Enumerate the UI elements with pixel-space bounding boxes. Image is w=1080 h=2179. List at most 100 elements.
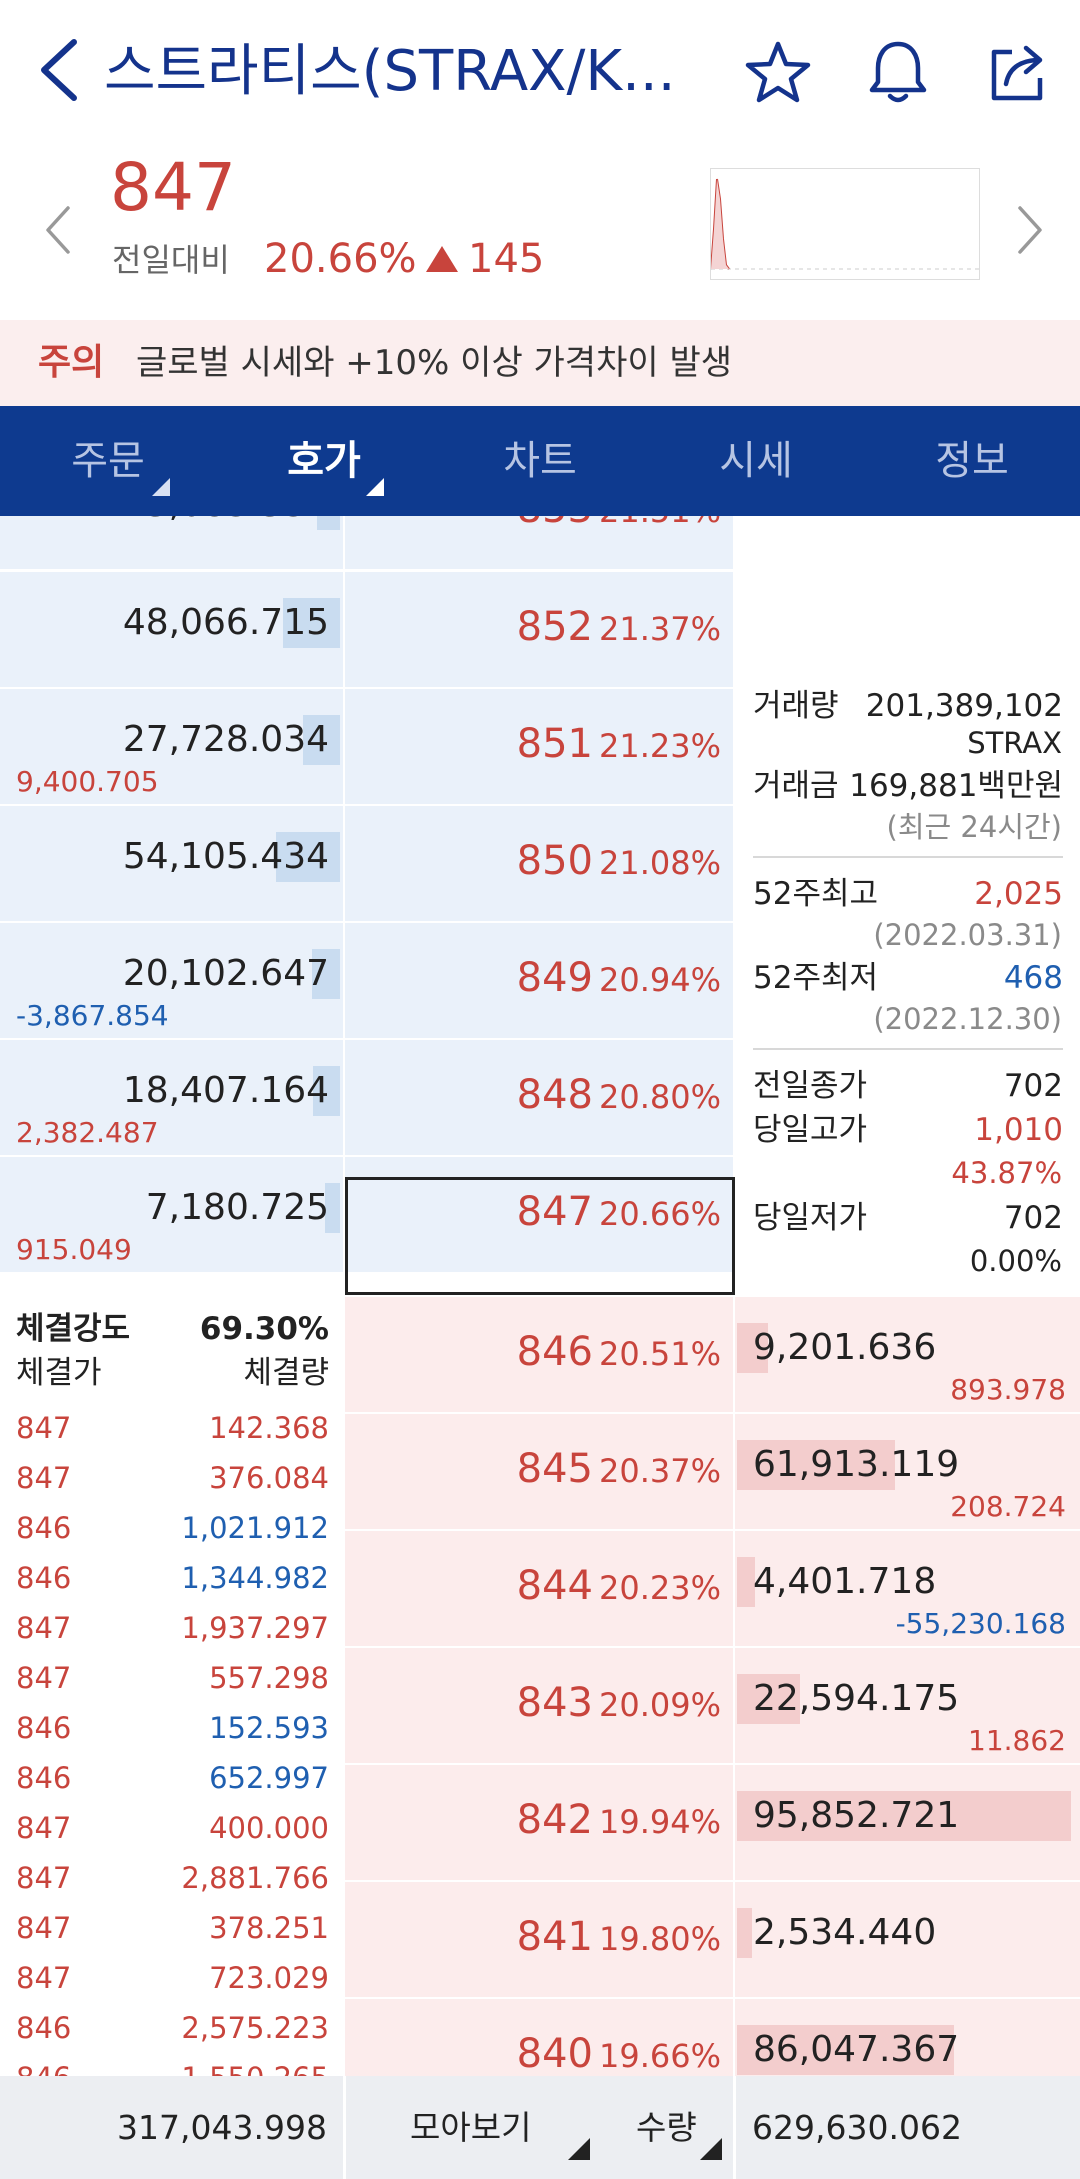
ask-row[interactable]: 18,407.164 2,382.487 848 20.80% xyxy=(0,1040,1080,1157)
day-high-value: 1,010 xyxy=(974,1112,1063,1148)
ask-qty-cell: 7,180.725 915.049 xyxy=(0,1157,343,1272)
ask-price: 853 21.51% xyxy=(517,516,721,536)
ask-qty-bar xyxy=(312,949,340,999)
ask-row[interactable]: 7,180.725 915.049 847 20.66% xyxy=(0,1157,1080,1274)
ask-price: 849 20.94% xyxy=(517,953,721,1005)
up-triangle-icon xyxy=(426,246,458,272)
bid-row[interactable]: 841 19.80% 2,534.440 xyxy=(0,1882,1080,1999)
bid-price-pct: 20.09% xyxy=(598,1686,721,1724)
bid-row[interactable]: 846 20.51% 9,201.636 893.978 xyxy=(0,1297,1080,1414)
trade-qty: 1,550.265 xyxy=(181,2059,329,2076)
tab-quotes[interactable]: 시세 xyxy=(648,406,864,516)
warning-notice: 주의 글로벌 시세와 +10% 이상 가격차이 발생 xyxy=(0,320,1080,406)
bid-price: 846 20.51% xyxy=(517,1327,721,1379)
ask-row[interactable]: 27,728.034 9,400.705 851 21.23% xyxy=(0,689,1080,806)
bid-qty-cell: 9,201.636 893.978 xyxy=(735,1297,1080,1412)
ask-qty-cell: 27,728.034 9,400.705 xyxy=(0,689,343,804)
tab-order-dropdown-icon xyxy=(152,478,170,496)
chevron-left-icon[interactable] xyxy=(40,200,76,260)
bell-icon[interactable] xyxy=(862,36,934,108)
share-icon[interactable] xyxy=(982,36,1054,108)
ask-price-pct: 21.08% xyxy=(598,844,721,882)
tab-info-label: 정보 xyxy=(935,438,1009,484)
ask-price-value: 853 xyxy=(517,516,593,532)
unit-select-button[interactable]: 수량 xyxy=(636,2108,697,2147)
bid-row[interactable]: 844 20.23% 4,401.718 -55,230.168 xyxy=(0,1531,1080,1648)
trade-row: 847 557.298 xyxy=(0,1653,343,1703)
ask-qty-cell: 15,083.532 xyxy=(0,516,343,569)
ask-price-value: 850 xyxy=(516,838,593,884)
current-price: 847 xyxy=(110,149,236,226)
bid-row[interactable]: 843 20.09% 22,594.175 11.862 xyxy=(0,1648,1080,1765)
ask-total: 317,043.998 xyxy=(117,2108,327,2147)
ask-row[interactable]: 15,083.532 853 21.51% xyxy=(0,516,1080,571)
ask-row[interactable]: 54,105.434 850 21.08% xyxy=(0,806,1080,923)
trade-qty: 376.084 xyxy=(209,1461,329,1495)
bid-qty: 61,913.119 xyxy=(753,1444,960,1485)
bid-qty-cell: 61,913.119 208.724 xyxy=(735,1414,1080,1529)
bottom-bar: 317,043.998 모아보기 수량 629,630.062 xyxy=(0,2076,1080,2179)
trade-price: 846 xyxy=(16,2059,71,2076)
star-icon[interactable] xyxy=(742,36,814,108)
bid-qty-change: -55,230.168 xyxy=(895,1607,1066,1640)
tab-order[interactable]: 주문 xyxy=(0,406,216,516)
bid-price-cell: 842 19.94% xyxy=(345,1765,733,1880)
ask-price: 848 20.80% xyxy=(517,1070,721,1122)
unit-select-dropdown-icon xyxy=(700,2138,722,2160)
ask-price: 851 21.23% xyxy=(517,719,721,771)
low52-value: 468 xyxy=(1003,960,1063,996)
tab-orderbook[interactable]: 호가 xyxy=(216,406,432,516)
ask-qty: 48,066.715 xyxy=(122,602,329,643)
tab-orderbook-label: 호가 xyxy=(287,438,361,484)
trade-price: 847 xyxy=(16,1611,72,1645)
ask-price-pct: 20.94% xyxy=(598,961,721,999)
day-high-pct: 43.87% xyxy=(951,1156,1062,1190)
bid-price-cell: 841 19.80% xyxy=(345,1882,733,1997)
ask-price-value: 849 xyxy=(516,955,593,1001)
bid-qty-cell: 4,401.718 -55,230.168 xyxy=(735,1531,1080,1646)
ask-qty-bar xyxy=(325,1183,340,1233)
notice-text: 글로벌 시세와 +10% 이상 가격차이 발생 xyxy=(136,343,733,383)
volume-value: 201,389,102 xyxy=(865,688,1063,724)
group-view-button[interactable]: 모아보기 xyxy=(410,2108,532,2147)
ask-qty: 15,083.532 xyxy=(123,516,329,528)
bid-price-pct: 19.66% xyxy=(598,2037,721,2075)
tab-chart[interactable]: 차트 xyxy=(432,406,648,516)
ask-price-cell: 851 21.23% xyxy=(345,689,733,804)
bid-qty: 22,594.175 xyxy=(753,1678,960,1719)
trade-qty-header: 체결량 xyxy=(243,1355,329,1391)
divider xyxy=(753,856,1063,858)
back-arrow-icon[interactable] xyxy=(30,34,86,106)
trade-qty: 400.000 xyxy=(209,1811,329,1845)
app-header: 스트라티스(STRAX/K... xyxy=(0,0,1080,148)
bid-qty-bar xyxy=(737,1323,768,1373)
trade-price: 846 xyxy=(16,1561,72,1595)
bid-row[interactable]: 840 19.66% 86,047.367 xyxy=(0,1999,1080,2076)
high52-label: 52주최고 xyxy=(753,876,879,912)
trade-row: 846 152.593 xyxy=(0,1703,343,1753)
bid-row[interactable]: 842 19.94% 95,852.721 xyxy=(0,1765,1080,1882)
chevron-right-icon[interactable] xyxy=(1012,200,1048,260)
mini-price-chart[interactable] xyxy=(710,168,981,280)
bid-price: 840 19.66% xyxy=(517,2029,721,2076)
ask-price-pct: 21.23% xyxy=(598,727,721,765)
trade-qty: 152.593 xyxy=(209,1711,329,1745)
ask-row[interactable]: 48,066.715 852 21.37% xyxy=(0,572,1080,689)
bid-price-pct: 19.80% xyxy=(598,1920,721,1958)
ask-qty-cell: 18,407.164 2,382.487 xyxy=(0,1040,343,1155)
bid-qty-cell: 86,047.367 xyxy=(735,1999,1080,2076)
ask-row[interactable]: 20,102.647 -3,867.854 849 20.94% xyxy=(0,923,1080,1040)
ask-qty-bar xyxy=(317,516,340,530)
ask-price-value: 851 xyxy=(516,721,593,767)
trade-row: 847 378.251 xyxy=(0,1903,343,1953)
prev-close-label: 전일종가 xyxy=(753,1068,868,1104)
trade-price: 847 xyxy=(16,1911,72,1945)
tab-info[interactable]: 정보 xyxy=(864,406,1080,516)
day-high-label: 당일고가 xyxy=(753,1112,868,1148)
bid-price-cell: 843 20.09% xyxy=(345,1648,733,1763)
ask-price: 852 21.37% xyxy=(517,602,721,654)
bid-qty: 95,852.721 xyxy=(753,1795,960,1836)
bid-price-value: 845 xyxy=(516,1446,593,1492)
bid-row[interactable]: 845 20.37% 61,913.119 208.724 xyxy=(0,1414,1080,1531)
bid-qty-change: 893.978 xyxy=(950,1373,1066,1406)
